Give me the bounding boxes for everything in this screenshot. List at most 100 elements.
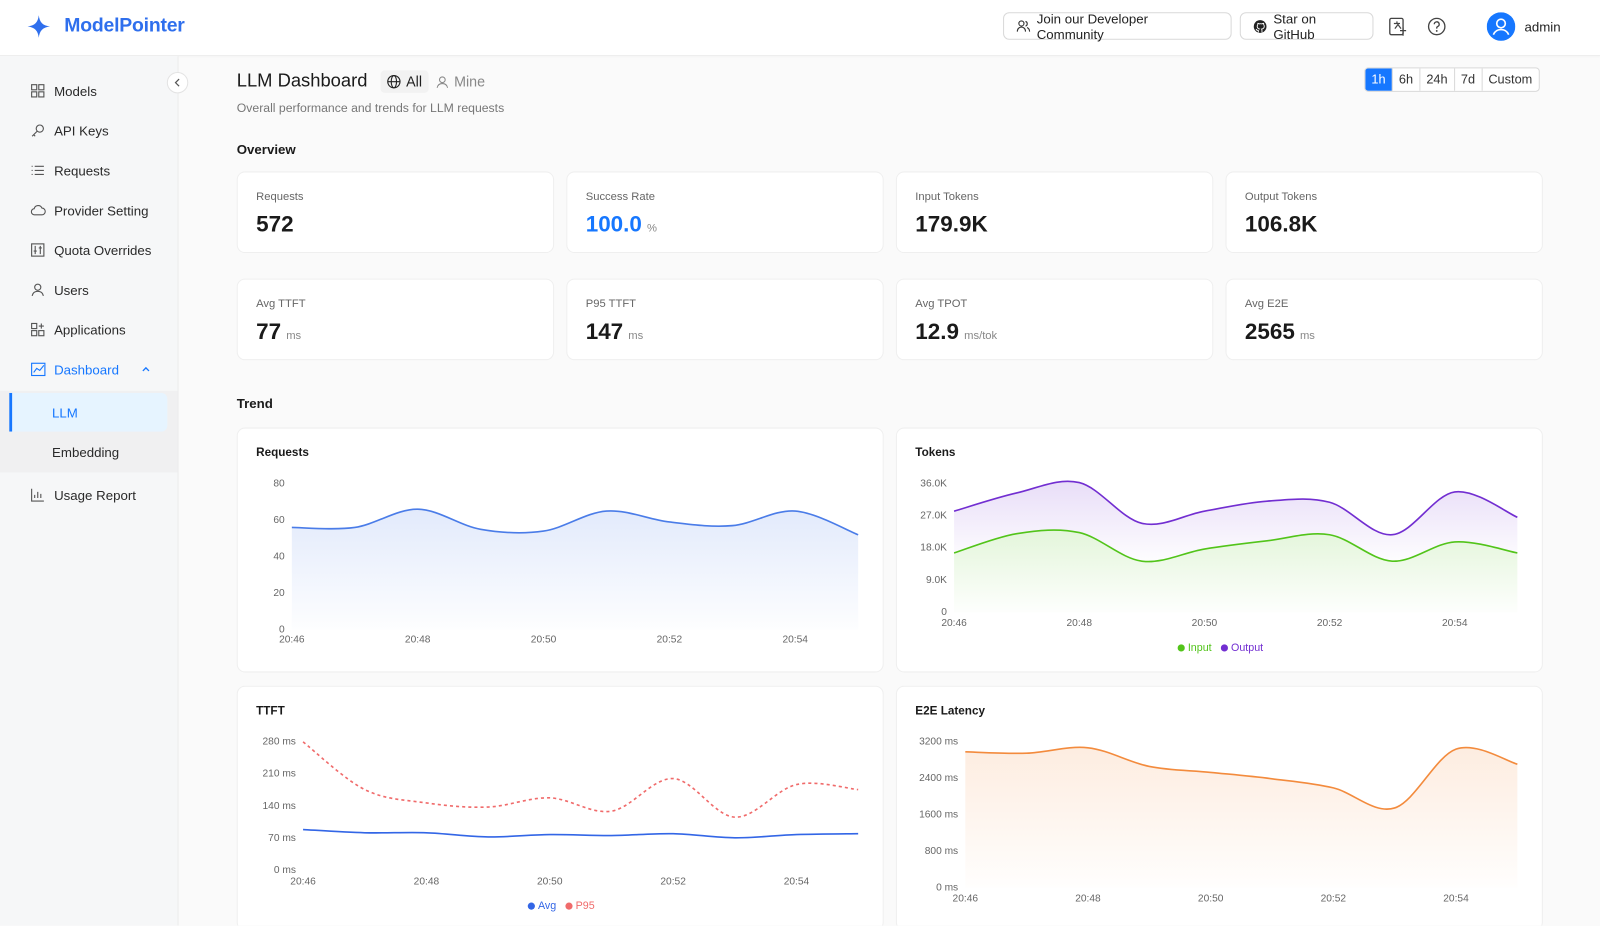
community-button[interactable]: Join our Developer Community (1003, 10, 1232, 42)
nav-icon (31, 283, 44, 297)
x-tick-label: 20:52 (660, 876, 686, 887)
nav-item[interactable]: Provider Setting (0, 198, 178, 222)
chart: TTFT 0 ms 70 ms 140 ms 210 ms 280 ms 20:46 20:4… (256, 704, 859, 912)
area (954, 481, 1518, 562)
stat-value-row: 106.8K (1245, 211, 1317, 238)
nav-item[interactable]: Usage Report (0, 483, 178, 507)
button-label: Join our Developer Community (1036, 10, 1149, 42)
stat-label: Avg E2E (1244, 297, 1289, 311)
chart-title: Tokens (915, 446, 956, 459)
nav-label: Requests (54, 162, 111, 179)
nav-icon (31, 362, 46, 377)
translate-button[interactable] (1387, 15, 1409, 37)
x-tick-label: 20:52 (1321, 894, 1347, 905)
x-tick-label: 20:54 (782, 634, 808, 645)
nav-label: API Keys (54, 122, 109, 139)
nav-item[interactable]: Quota Overrides (0, 238, 178, 262)
stat-card: Success Rate 100.0% (566, 171, 884, 254)
section-title: Trend (236, 395, 273, 412)
user-name[interactable]: admin (1524, 19, 1561, 35)
y-tick-label: 0 (941, 607, 947, 618)
x-tick-label: 20:52 (657, 634, 683, 645)
scope-all[interactable]: All (380, 70, 429, 93)
user-icon (436, 75, 449, 88)
legend-swatch (1220, 644, 1228, 652)
y-tick-label: 0 ms (274, 865, 296, 876)
icon (1016, 19, 1031, 32)
stat-value-row: 77 ms (256, 318, 301, 345)
range-option[interactable]: 24h (1419, 68, 1454, 91)
nav-label: Users (54, 282, 89, 298)
nav-label: Models (54, 83, 97, 99)
nav-sub-item[interactable]: LLM (9, 392, 168, 432)
y-tick-label: 9.0K (926, 575, 947, 586)
legend-label: Output (1231, 642, 1263, 654)
y-tick-label: 2400 ms (919, 773, 958, 784)
stat-card: Requests 572 (236, 171, 555, 254)
area (291, 509, 859, 630)
nav-item[interactable]: Users (0, 278, 178, 302)
brand[interactable]: ModelPointer (64, 15, 185, 37)
stat-card: Avg E2E 2565 ms (1225, 278, 1543, 361)
stat-value: 2565 (1244, 318, 1295, 344)
line (303, 828, 859, 839)
avatar[interactable] (1486, 12, 1516, 41)
stat-label: P95 TTFT (585, 297, 637, 311)
stat-value: 100.0 (585, 211, 642, 237)
stat-unit: ms (1299, 329, 1315, 342)
scope-mine[interactable]: Mine (436, 71, 485, 91)
nav-item[interactable]: Models (0, 79, 178, 103)
y-tick-label: 18.0K (920, 543, 947, 554)
stat-value: 12.9 (915, 318, 960, 344)
nav-label: Dashboard (54, 361, 119, 378)
chart-card: E2E Latency 0 ms 800 ms 1600 ms 2400 ms 3200 … (895, 685, 1543, 926)
nav-sub-item[interactable]: Embedding (9, 433, 167, 472)
x-tick-label: 20:48 (1067, 618, 1093, 629)
range-option[interactable]: 7d (1453, 68, 1481, 91)
nav-label: Usage Report (54, 487, 136, 503)
chart-card: TTFT 0 ms 70 ms 140 ms 210 ms 280 ms 20:46 20:4… (236, 685, 884, 926)
chart: Requests 0 20 40 60 80 20:46 20:48 20:50 20:52 20:… (256, 446, 859, 645)
stat-value-row: 100.0% (586, 211, 657, 238)
nav-label: Applications (54, 321, 126, 338)
legend: Avg P95 (527, 900, 595, 912)
section-title: Overview (236, 141, 296, 158)
line (953, 480, 1518, 536)
legend: Input Output (1177, 642, 1263, 654)
logo-icon (27, 15, 50, 38)
stat-value: 147 (585, 318, 624, 344)
y-tick-label: 27.0K (920, 511, 947, 522)
stat-value-row: 12.9 ms/tok (915, 318, 997, 345)
nav-item[interactable]: Requests (0, 158, 178, 182)
range-option[interactable]: Custom (1481, 68, 1538, 91)
range-option[interactable]: 6h (1391, 68, 1419, 91)
area (965, 747, 1518, 888)
range-option[interactable]: 1h (1365, 68, 1392, 91)
help-button[interactable] (1426, 15, 1448, 37)
nav-item[interactable]: API Keys (0, 118, 178, 142)
scope-label: Mine (454, 73, 486, 90)
stat-label: Avg TTFT (256, 297, 306, 311)
chart: E2E Latency 0 ms 800 ms 1600 ms 2400 ms 3200 … (915, 704, 1518, 905)
github-button[interactable]: Star on GitHub (1239, 11, 1374, 41)
legend-label: P95 (576, 900, 595, 912)
legend-label: Input (1188, 642, 1212, 654)
stat-card: Avg TPOT 12.9 ms/tok (895, 278, 1214, 361)
x-tick-label: 20:48 (1075, 894, 1101, 905)
nav-item[interactable]: Dashboard (0, 357, 178, 381)
nav-icon (31, 322, 45, 337)
y-tick-label: 800 ms (925, 846, 958, 857)
nav-label: Provider Setting (54, 202, 149, 218)
stat-label: Avg TPOT (915, 297, 968, 311)
stat-value-row: 147 ms (586, 318, 644, 345)
x-tick-label: 20:48 (405, 634, 431, 645)
stat-card: P95 TTFT 147 ms (566, 278, 884, 361)
legend-swatch (527, 902, 535, 910)
nav-item[interactable]: Applications (0, 317, 178, 341)
nav-icon (31, 243, 45, 257)
collapse-button[interactable] (166, 71, 189, 94)
y-tick-label: 40 (273, 551, 285, 562)
stat-value: 106.8K (1244, 211, 1318, 237)
chart-title: Requests (256, 446, 309, 459)
